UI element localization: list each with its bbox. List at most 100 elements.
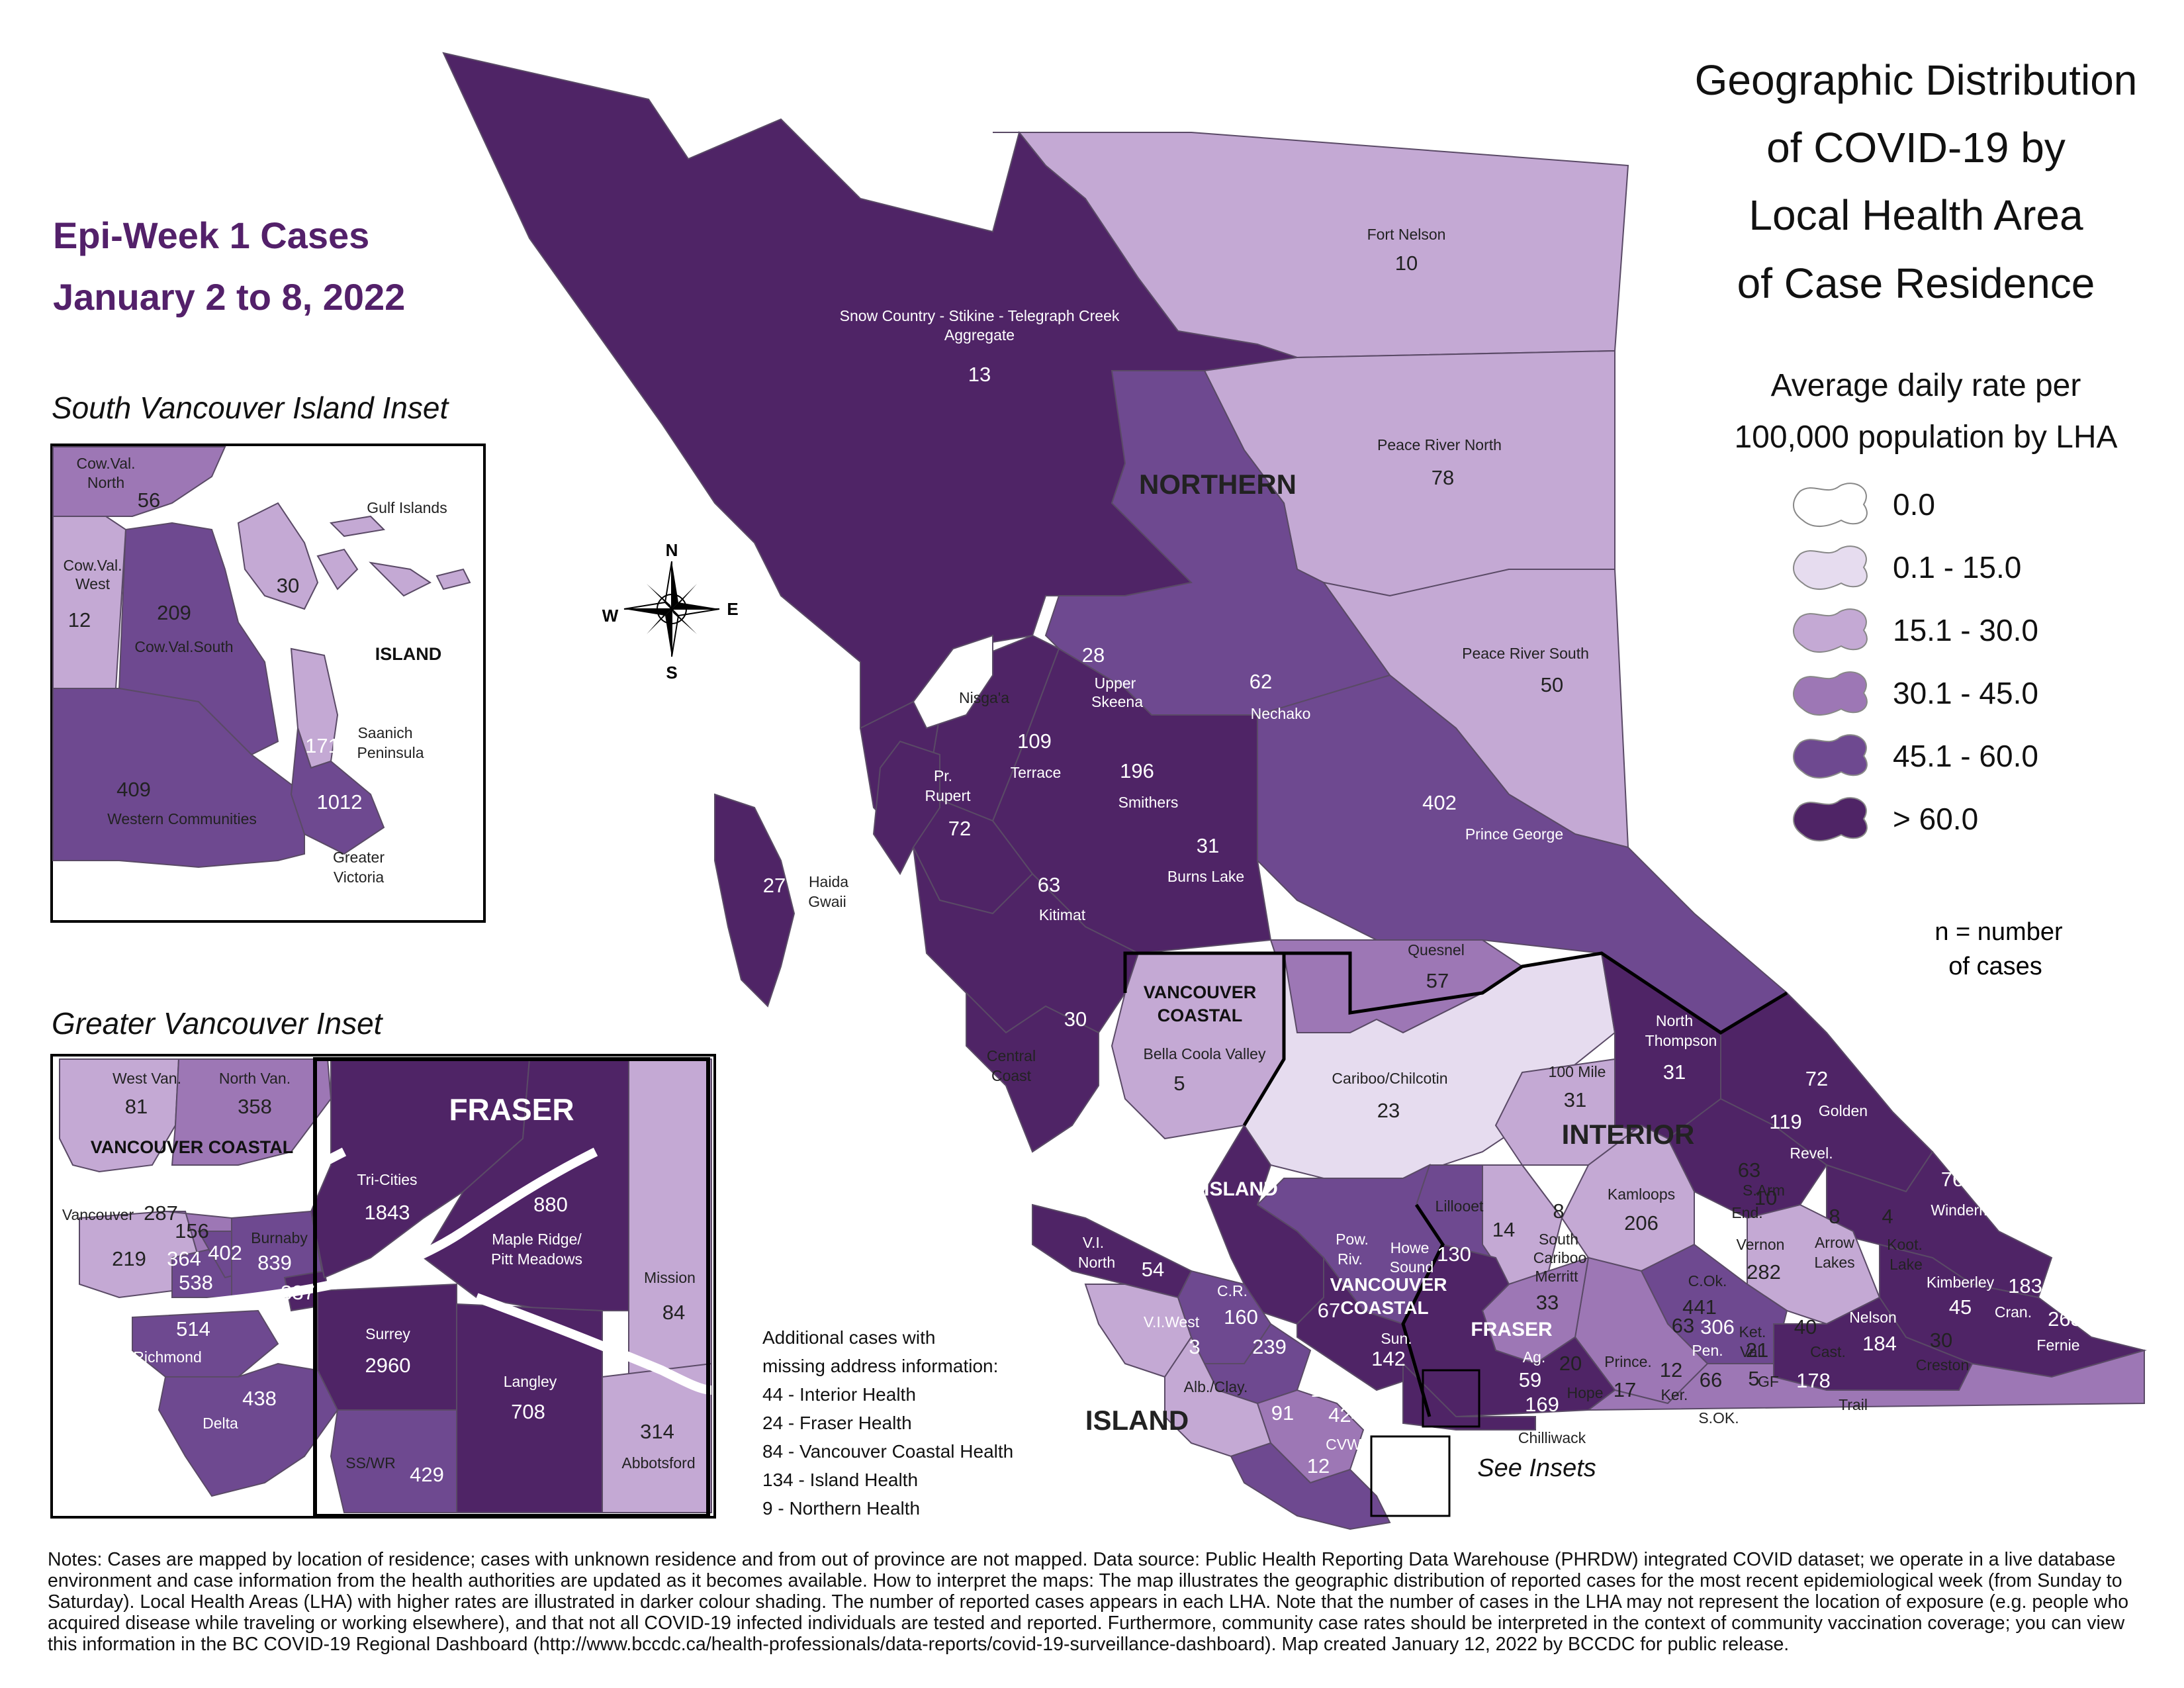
svi-gulf-island-1	[237, 502, 319, 610]
lha-label: Alb./Clay.	[1184, 1378, 1248, 1395]
svi-region-label: ISLAND	[375, 644, 442, 664]
lha-count: 119	[1769, 1110, 1801, 1133]
legend-swatch	[1793, 545, 1868, 590]
lha-count: 63	[1738, 1158, 1760, 1182]
lha-count: 4	[1882, 1205, 1893, 1228]
gv-count: 429	[410, 1463, 444, 1486]
lha-label: End.	[1731, 1204, 1762, 1221]
lha-label: Bella Coola Valley	[1144, 1045, 1266, 1062]
lha-count: 306	[1700, 1315, 1735, 1338]
lha-label: C.R.	[1217, 1282, 1248, 1299]
gv-label: West Van.	[113, 1070, 181, 1087]
gv-label: North Van.	[219, 1070, 291, 1087]
lha-label: Smithers	[1118, 794, 1179, 811]
lha-label: Arrow	[1815, 1234, 1854, 1251]
gv-mission	[628, 1058, 712, 1378]
svi-label: Victoria	[334, 868, 384, 886]
gv-label: Tri-Cities	[357, 1171, 417, 1188]
gv-count: 538	[179, 1271, 213, 1294]
gv-count: 84	[662, 1301, 685, 1324]
lha-label: Pow.	[1336, 1231, 1369, 1248]
lha-label: Nechako	[1251, 705, 1311, 722]
gv-count: 337	[281, 1281, 315, 1304]
lha-count: 66	[1700, 1368, 1722, 1391]
legend-n-note: n = number	[1934, 918, 2063, 946]
ha-label-vc: VANCOUVER	[1144, 982, 1257, 1002]
compass-e: E	[727, 599, 738, 619]
region-south-vi	[1230, 1442, 1391, 1530]
lha-count: 5	[1173, 1072, 1185, 1095]
svi-count: 1012	[317, 790, 363, 814]
lha-label: Prince George	[1465, 825, 1563, 843]
lha-count: 40	[1794, 1315, 1817, 1338]
lha-label: Revel.	[1790, 1145, 1833, 1162]
gv-count: 514	[176, 1317, 210, 1340]
legend-swatch	[1793, 797, 1868, 842]
lha-count: 29	[1708, 1223, 1731, 1246]
lha-label: S.OK.	[1698, 1409, 1739, 1427]
lha-count: 178	[1796, 1369, 1831, 1392]
gv-label: Surrey	[365, 1325, 410, 1342]
ha-label-island: ISLAND	[1085, 1405, 1189, 1436]
lha-label: Koot.	[1887, 1236, 1923, 1253]
lha-count: 184	[1862, 1332, 1897, 1355]
lha-label: Creston	[1916, 1356, 1970, 1374]
lha-label: Cariboo	[1533, 1249, 1587, 1266]
compass-w: W	[602, 606, 619, 626]
gv-north-van	[171, 1058, 332, 1166]
svi-label: Saanich	[357, 724, 412, 741]
gv-label: Richmond	[133, 1348, 202, 1366]
lha-label: South	[1539, 1231, 1578, 1248]
legend-label: 0.0	[1893, 487, 1935, 522]
lha-label: CVW	[1326, 1436, 1361, 1453]
svi-label: Greater	[333, 849, 385, 866]
region-sunshine	[1297, 1256, 1418, 1391]
lha-count: 196	[1120, 759, 1154, 782]
svi-label: West	[75, 575, 111, 592]
missing-title: missing address information:	[762, 1356, 998, 1376]
region-fort-nelson	[993, 132, 1629, 359]
lha-count: 183	[2008, 1274, 2042, 1297]
lha-count: 23	[1377, 1099, 1400, 1122]
missing-line: 9 - Northern Health	[762, 1498, 920, 1519]
lha-label: North	[1078, 1254, 1115, 1271]
ha-label-vc-south: COASTAL	[1340, 1297, 1428, 1318]
lha-label: Central	[987, 1047, 1036, 1064]
region-south-interior	[1586, 1349, 2145, 1411]
svi-gulf-island-3	[369, 561, 432, 597]
lha-count: 63	[1038, 873, 1060, 896]
svi-regions	[52, 446, 471, 868]
lha-label: Lillooet	[1435, 1197, 1484, 1215]
lha-count: 8	[1553, 1199, 1564, 1223]
lha-label: Kimberley	[1927, 1274, 1995, 1291]
gv-count: 438	[242, 1387, 277, 1410]
lha-label: Ker.	[1661, 1386, 1688, 1403]
missing-line: 24 - Fraser Health	[762, 1413, 912, 1433]
ha-label-vc: COASTAL	[1158, 1006, 1243, 1025]
svi-label: Gulf Islands	[367, 499, 447, 516]
lha-label: Kamloops	[1608, 1186, 1675, 1203]
lha-count: 78	[1432, 466, 1454, 489]
compass-arrow-icon	[672, 602, 719, 609]
svi-label: Peninsula	[357, 744, 424, 761]
gv-label: Mission	[644, 1269, 696, 1286]
lha-label: Pen.	[1692, 1342, 1723, 1359]
lha-count: 10	[1754, 1186, 1777, 1209]
epi-week: Epi-Week 1 Cases January 2 to 8, 2022	[53, 214, 405, 318]
lha-count: 142	[1371, 1347, 1406, 1370]
lha-count: 424	[1328, 1403, 1363, 1427]
gv-count: 1843	[365, 1201, 410, 1224]
lha-count: 76	[1941, 1168, 1964, 1191]
lha-count: 239	[1252, 1335, 1287, 1358]
lha-count: 13	[968, 363, 991, 386]
lha-label: Lake	[1889, 1256, 1923, 1273]
compass-arrow-icon	[665, 609, 672, 657]
svi-inset: South Vancouver Island Inset Cow.Val. No…	[50, 391, 486, 923]
inset-locator-svi	[1370, 1435, 1451, 1517]
svi-count: 409	[116, 778, 151, 801]
legend-label: 30.1 - 45.0	[1893, 676, 2038, 710]
lha-count: 21	[1746, 1338, 1768, 1362]
svi-label: Cow.Val.South	[134, 638, 233, 655]
ha-label-vc-south: VANCOUVER	[1330, 1274, 1447, 1295]
lha-count: 31	[1564, 1088, 1586, 1111]
